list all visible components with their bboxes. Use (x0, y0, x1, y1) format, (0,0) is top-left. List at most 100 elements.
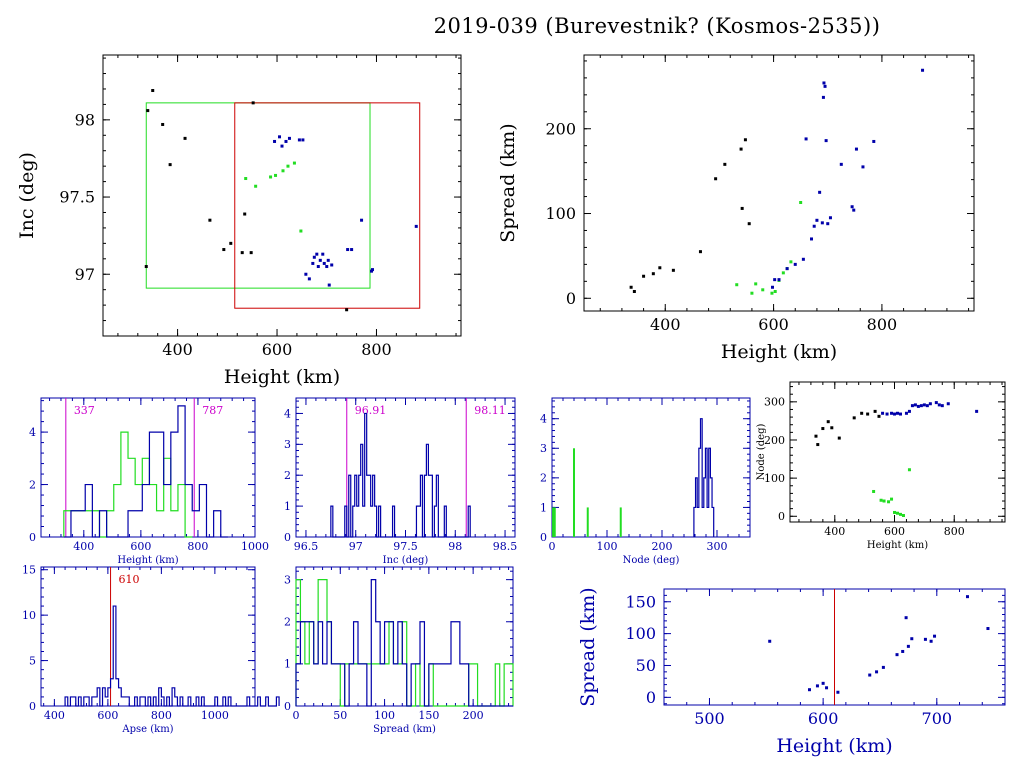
spread_height-point-black (658, 266, 662, 270)
hist_inc-ytick-label: 4 (284, 407, 291, 420)
node_height-point-black (826, 420, 830, 424)
hist_apse-ytick-label: 10 (22, 609, 36, 622)
spread_height-point-blue (773, 278, 777, 282)
spread_height-point-blue (801, 257, 805, 261)
inc_height-ytick-label: 97.5 (59, 188, 95, 207)
spread_height-point-green (761, 288, 765, 292)
hist_node-frame (551, 397, 751, 538)
hist_spread-frame (295, 566, 514, 707)
hist_inc-ytick-label: 2 (284, 469, 291, 482)
hist_inc-xtick-label: 98 (448, 540, 462, 553)
node_height-ytick-label: 0 (778, 510, 785, 523)
spread_height-ytick-label: 200 (545, 119, 576, 138)
inc_height-frame (102, 54, 462, 337)
node_height-point-green (898, 512, 902, 516)
node_height-point-blue (934, 401, 938, 405)
inc_height-point-black (251, 101, 255, 105)
inc_height-point-green (286, 164, 290, 168)
hist_node-bars-blue (693, 418, 715, 537)
inc_height-point-blue (280, 144, 284, 148)
spread_height-point-blue (820, 221, 824, 225)
node_height-point-green (893, 510, 897, 514)
hist_height-ytick-label: 2 (29, 478, 36, 491)
spread_height-point-green (754, 282, 758, 286)
spread_height-point-green (773, 290, 777, 294)
spread_height-point-blue (854, 147, 858, 151)
node_height-point-blue (898, 412, 902, 416)
spread_zoom-point-blue (868, 673, 872, 677)
hist_apse-xlabel: Apse (km) (121, 724, 173, 735)
inc_height-point-black (183, 136, 187, 140)
spread_height-point-blue (852, 208, 856, 212)
hist_apse-xtick-label: 1000 (201, 709, 229, 722)
node_height-point-blue (904, 411, 908, 415)
spread_zoom-xtick-label: 500 (694, 709, 725, 728)
inc_height-point-blue (360, 218, 364, 222)
spread_height-ylabel: Spread (km) (497, 123, 519, 242)
spread_zoom-xtick-label: 600 (808, 709, 839, 728)
spread_height-point-green (750, 291, 754, 295)
hist_apse-bars-blue (64, 605, 280, 707)
node_height-point-blue (896, 411, 899, 415)
hist_apse-xtick-label: 800 (151, 709, 172, 722)
inc_height-point-blue (273, 139, 277, 143)
spread_zoom-point-blue (933, 634, 937, 638)
hist_height-ytick-label: 4 (29, 426, 36, 439)
node_height-point-green (879, 498, 883, 502)
hist_node-xtick-label: 0 (549, 540, 556, 553)
inc_height-point-green (254, 184, 258, 188)
inc_height-point-black (144, 265, 148, 269)
spread_height-xtick-label: 600 (758, 315, 789, 334)
node_height-point-blue (907, 409, 911, 413)
spread_height-point-blue (777, 278, 781, 282)
spread_height-point-black (642, 274, 646, 278)
node_height-point-black (830, 426, 834, 430)
page-title: 2019-039 (Burevestnik? (Kosmos-2535)) (433, 14, 881, 38)
node_height-point-black (814, 434, 818, 438)
spread_zoom-point-blue (836, 690, 840, 694)
node_height-xlabel: Height (km) (867, 540, 928, 551)
spread_height-point-blue (812, 224, 816, 228)
node_height-point-green (907, 468, 911, 472)
node_height-point-blue (885, 412, 889, 416)
inc_height-point-blue (414, 224, 418, 228)
spread_height-point-blue (815, 218, 819, 222)
inc_height-point-black (151, 89, 155, 93)
inc_height-point-blue (318, 258, 322, 262)
spread_height-point-black (747, 222, 751, 226)
inc_height-point-black (222, 248, 226, 252)
hist_node-ytick-label: 1 (540, 501, 547, 514)
spread_zoom-ytick-label: 150 (625, 592, 656, 611)
inc_height-ytick-label: 98 (75, 110, 95, 129)
spread_zoom-point-blue (815, 684, 819, 688)
inc_height-point-black (240, 251, 244, 255)
node_height-point-blue (925, 404, 929, 408)
inc_height-point-green (292, 161, 296, 165)
inc_height-point-blue (330, 263, 334, 267)
node_height-xtick-label: 600 (884, 525, 905, 538)
inc_height-point-blue (315, 252, 319, 256)
hist_height-frame (40, 397, 256, 538)
hist_height-xtick-label: 800 (187, 540, 208, 553)
hist_node-ytick-label: 2 (540, 472, 547, 485)
inc_height-point-black (161, 122, 165, 126)
spread_height-point-blue (828, 216, 832, 220)
spread_height-point-blue (771, 285, 774, 289)
spread_zoom-ylabel: Spread (km) (577, 587, 599, 706)
node_height-point-blue (940, 404, 944, 408)
inc_height-point-blue (301, 138, 305, 142)
spread_zoom-ytick-label: 50 (636, 656, 656, 675)
spread_height-xlabel: Height (km) (721, 341, 837, 363)
inc_height-xtick-label: 400 (162, 340, 193, 359)
inc_height-point-blue (350, 248, 354, 252)
inc_height-point-green (269, 175, 273, 179)
spread_height-point-blue (826, 222, 830, 226)
hist_height-bars-green (63, 431, 193, 538)
node_height-ytick-label: 200 (764, 434, 785, 447)
inc_height-point-black (243, 212, 247, 216)
node_height-point-blue (913, 403, 917, 407)
inc_height-point-green (274, 173, 278, 177)
node_height-point-blue (893, 412, 897, 416)
inc_height-point-blue (312, 255, 316, 259)
